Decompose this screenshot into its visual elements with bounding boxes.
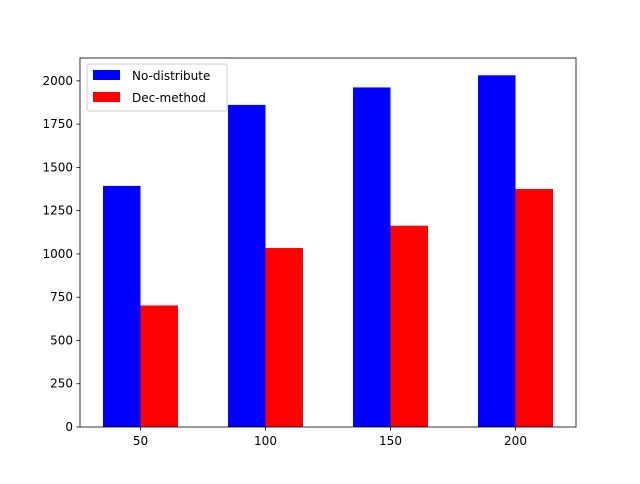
bar-dec-method-50 [140, 305, 178, 427]
y-tick-label: 1250 [42, 204, 73, 218]
x-tick-label: 100 [254, 434, 277, 448]
bar-no-distribute-200 [478, 75, 516, 428]
bar-no-distribute-150 [353, 87, 391, 427]
bar-dec-method-100 [265, 248, 303, 427]
y-tick-label: 750 [50, 290, 73, 304]
y-tick-label: 0 [65, 420, 73, 434]
bar-dec-method-200 [515, 189, 553, 427]
bar-dec-method-150 [390, 225, 428, 427]
legend-swatch-dec-method [93, 92, 120, 102]
x-tick-label: 200 [504, 434, 527, 448]
y-tick-label: 1750 [42, 117, 73, 131]
legend-swatch-no-distribute [93, 70, 120, 80]
legend-label-dec-method: Dec-method [132, 91, 206, 105]
plot-frame [79, 57, 577, 428]
y-tick-label: 2000 [42, 74, 73, 88]
y-tick-label: 1500 [42, 160, 73, 174]
x-tick-label: 50 [133, 434, 148, 448]
y-tick-label: 250 [50, 377, 73, 391]
legend-label-no-distribute: No-distribute [132, 69, 210, 83]
y-tick-label: 1000 [42, 247, 73, 261]
x-tick-label: 150 [379, 434, 402, 448]
bar-no-distribute-100 [228, 104, 266, 428]
y-tick-label: 500 [50, 333, 73, 347]
legend-box [86, 63, 228, 112]
bar-no-distribute-50 [103, 185, 141, 427]
